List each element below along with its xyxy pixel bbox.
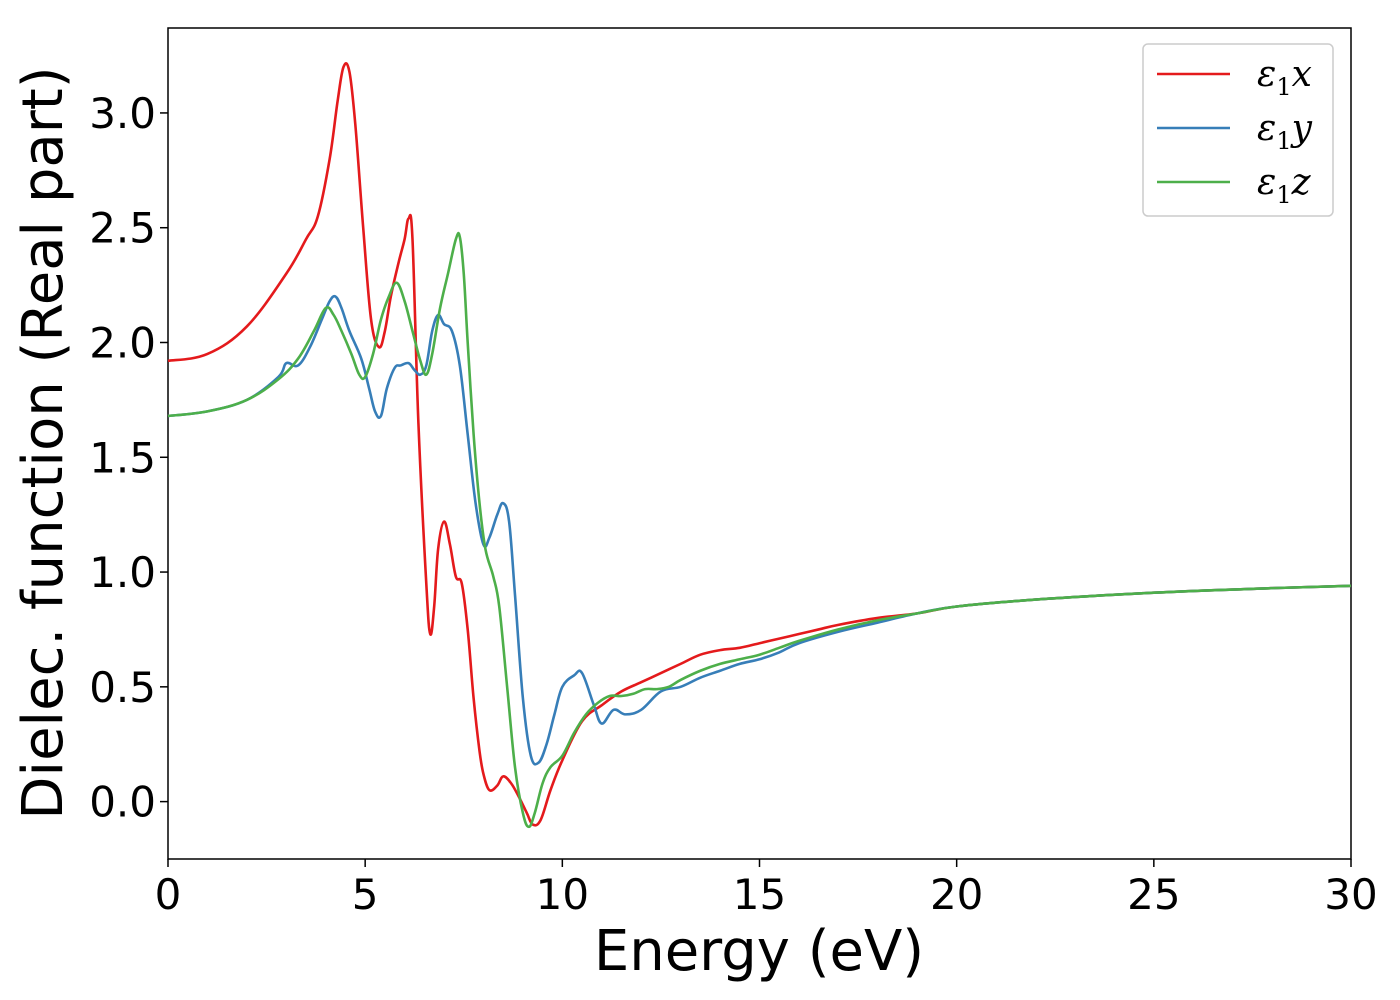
y-tick-label: 0.0 xyxy=(89,778,156,827)
x-axis-ticks: 0 5 10 15 20 25 30 xyxy=(155,859,1378,919)
y-tick-label: 1.0 xyxy=(89,548,156,597)
x-tick-label: 25 xyxy=(1127,870,1180,919)
y-tick-label: 0.5 xyxy=(89,663,156,712)
y-tick-label: 2.0 xyxy=(89,318,156,367)
series-layer xyxy=(167,62,1352,829)
x-tick-label: 30 xyxy=(1324,870,1377,919)
y-tick-label: 1.5 xyxy=(89,433,156,482)
x-tick-label: 20 xyxy=(930,870,983,919)
y-tick-label: 3.0 xyxy=(89,89,156,138)
y-axis-ticks: 0.0 0.5 1.0 1.5 2.0 2.5 3.0 xyxy=(89,89,168,827)
legend: ε1x ε1y ε1z xyxy=(1142,43,1334,217)
series-line-y xyxy=(167,294,1352,766)
x-tick-label: 0 xyxy=(155,870,182,919)
y-tick-label: 2.5 xyxy=(89,204,156,253)
legend-label-z: ε1z xyxy=(1257,162,1312,209)
x-tick-label: 5 xyxy=(352,870,379,919)
x-tick-label: 15 xyxy=(733,870,786,919)
series-line-z xyxy=(167,231,1352,829)
series-line-x xyxy=(167,62,1352,827)
x-axis-title: Energy (eV) xyxy=(594,919,924,984)
legend-label-x: ε1x xyxy=(1257,54,1312,101)
legend-label-y: ε1y xyxy=(1257,108,1313,155)
x-tick-label: 10 xyxy=(536,870,589,919)
legend-frame xyxy=(1142,43,1334,217)
y-axis-title: Dielec. function (Real part) xyxy=(11,66,76,819)
